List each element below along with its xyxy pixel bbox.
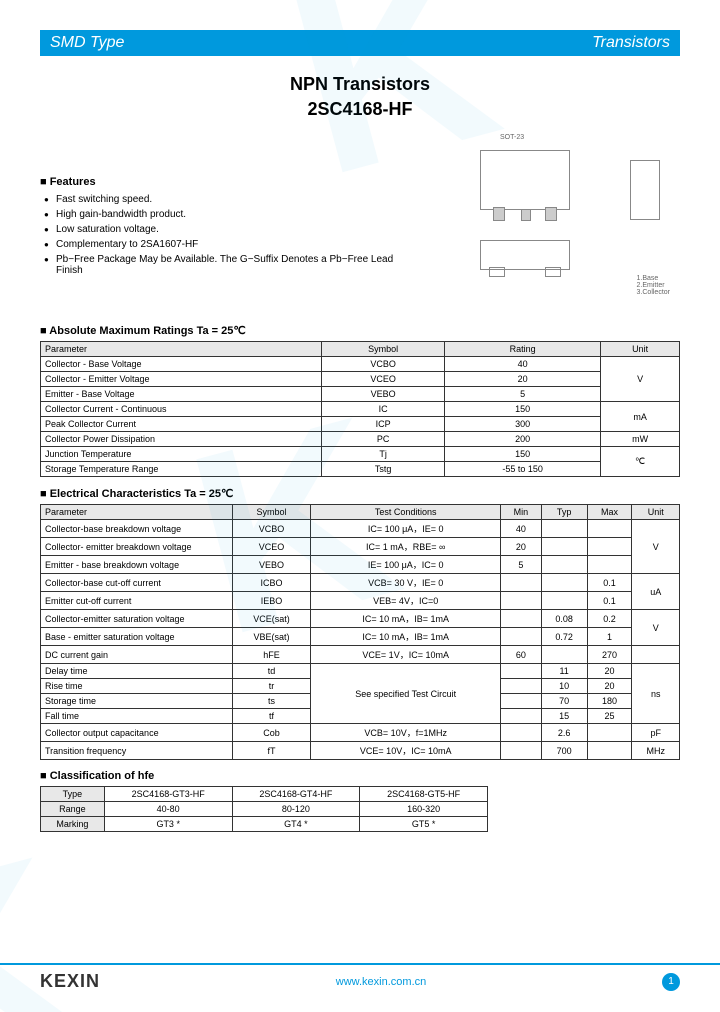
part-number: 2SC4168-HF bbox=[40, 99, 680, 120]
table-row: Delay timetdSee specified Test Circuit11… bbox=[41, 664, 680, 679]
feature-item: Low saturation voltage. bbox=[44, 222, 405, 237]
table-row: Emitter - base breakdown voltageVEBOIE= … bbox=[41, 556, 680, 574]
pkg-side-view bbox=[630, 160, 660, 220]
page-number: 1 bbox=[662, 973, 680, 991]
table-row: Base - emitter saturation voltageVBE(sat… bbox=[41, 628, 680, 646]
footer-logo: KEXIN bbox=[40, 971, 100, 992]
footer-url: www.kexin.com.cn bbox=[336, 976, 426, 988]
table-row: Collector-emitter saturation voltageVCE(… bbox=[41, 610, 680, 628]
pkg-top-view bbox=[480, 150, 570, 210]
amr-heading: Absolute Maximum Ratings Ta = 25℃ bbox=[40, 324, 680, 337]
datasheet-page: K K K SMD Type Transistors NPN Transisto… bbox=[0, 0, 720, 1012]
features-list: Fast switching speed.High gain-bandwidth… bbox=[40, 192, 405, 278]
title-block: NPN Transistors 2SC4168-HF bbox=[40, 74, 680, 120]
table-row: Collector - Base VoltageVCBO40V bbox=[41, 357, 680, 372]
table-row: Collector Power DissipationPC200mW bbox=[41, 432, 680, 447]
table-row: Storage Temperature RangeTstg-55 to 150 bbox=[41, 462, 680, 477]
ec-heading: Electrical Characteristics Ta = 25℃ bbox=[40, 487, 680, 500]
feature-item: Fast switching speed. bbox=[44, 192, 405, 207]
header-left: SMD Type bbox=[50, 34, 124, 52]
table-row: Emitter - Base VoltageVEBO5 bbox=[41, 387, 680, 402]
top-row: Features Fast switching speed.High gain-… bbox=[40, 130, 680, 310]
package-diagram: SOT-23 1.Base2.Emitter3.Collector bbox=[420, 130, 680, 310]
feature-item: Pb−Free Package May be Available. The G−… bbox=[44, 252, 405, 278]
table-row: Collector- emitter breakdown voltageVCEO… bbox=[41, 538, 680, 556]
table-row: Collector Current - ContinuousIC150mA bbox=[41, 402, 680, 417]
doc-title: NPN Transistors bbox=[40, 74, 680, 95]
features-block: Features Fast switching speed.High gain-… bbox=[40, 130, 405, 310]
header-bar: SMD Type Transistors bbox=[40, 30, 680, 56]
table-row: Peak Collector CurrentICP300 bbox=[41, 417, 680, 432]
table-row: Emitter cut-off currentIEBOVEB= 4V，IC=00… bbox=[41, 592, 680, 610]
table-row: Junction TemperatureTj150℃ bbox=[41, 447, 680, 462]
hfe-heading: Classification of hfe bbox=[40, 770, 680, 782]
table-row: Transition frequencyfTVCE= 10V，IC= 10mA7… bbox=[41, 742, 680, 760]
amr-table: ParameterSymbolRatingUnitCollector - Bas… bbox=[40, 341, 680, 477]
table-row: Collector - Emitter VoltageVCEO20 bbox=[41, 372, 680, 387]
table-row: Collector-base cut-off currentICBOVCB= 3… bbox=[41, 574, 680, 592]
table-row: Collector-base breakdown voltageVCBOIC= … bbox=[41, 520, 680, 538]
hfe-table: Type2SC4168-GT3-HF2SC4168-GT4-HF2SC4168-… bbox=[40, 786, 488, 832]
table-row: MarkingGT3 *GT4 *GT5 * bbox=[41, 817, 488, 832]
ec-table: ParameterSymbolTest ConditionsMinTypMaxU… bbox=[40, 504, 680, 760]
pkg-pin-label: 1.Base2.Emitter3.Collector bbox=[637, 275, 670, 296]
feature-item: High gain-bandwidth product. bbox=[44, 207, 405, 222]
footer: KEXIN www.kexin.com.cn 1 bbox=[0, 963, 720, 992]
pkg-name-label: SOT-23 bbox=[500, 134, 524, 141]
table-row: DC current gainhFEVCE= 1V，IC= 10mA60270 bbox=[41, 646, 680, 664]
features-heading: Features bbox=[40, 176, 405, 188]
pkg-front-view bbox=[480, 240, 570, 270]
feature-item: Complementary to 2SA1607-HF bbox=[44, 237, 405, 252]
table-row: Range40-8080-120160-320 bbox=[41, 802, 488, 817]
header-right: Transistors bbox=[592, 34, 670, 52]
table-row: Collector output capacitanceCobVCB= 10V，… bbox=[41, 724, 680, 742]
